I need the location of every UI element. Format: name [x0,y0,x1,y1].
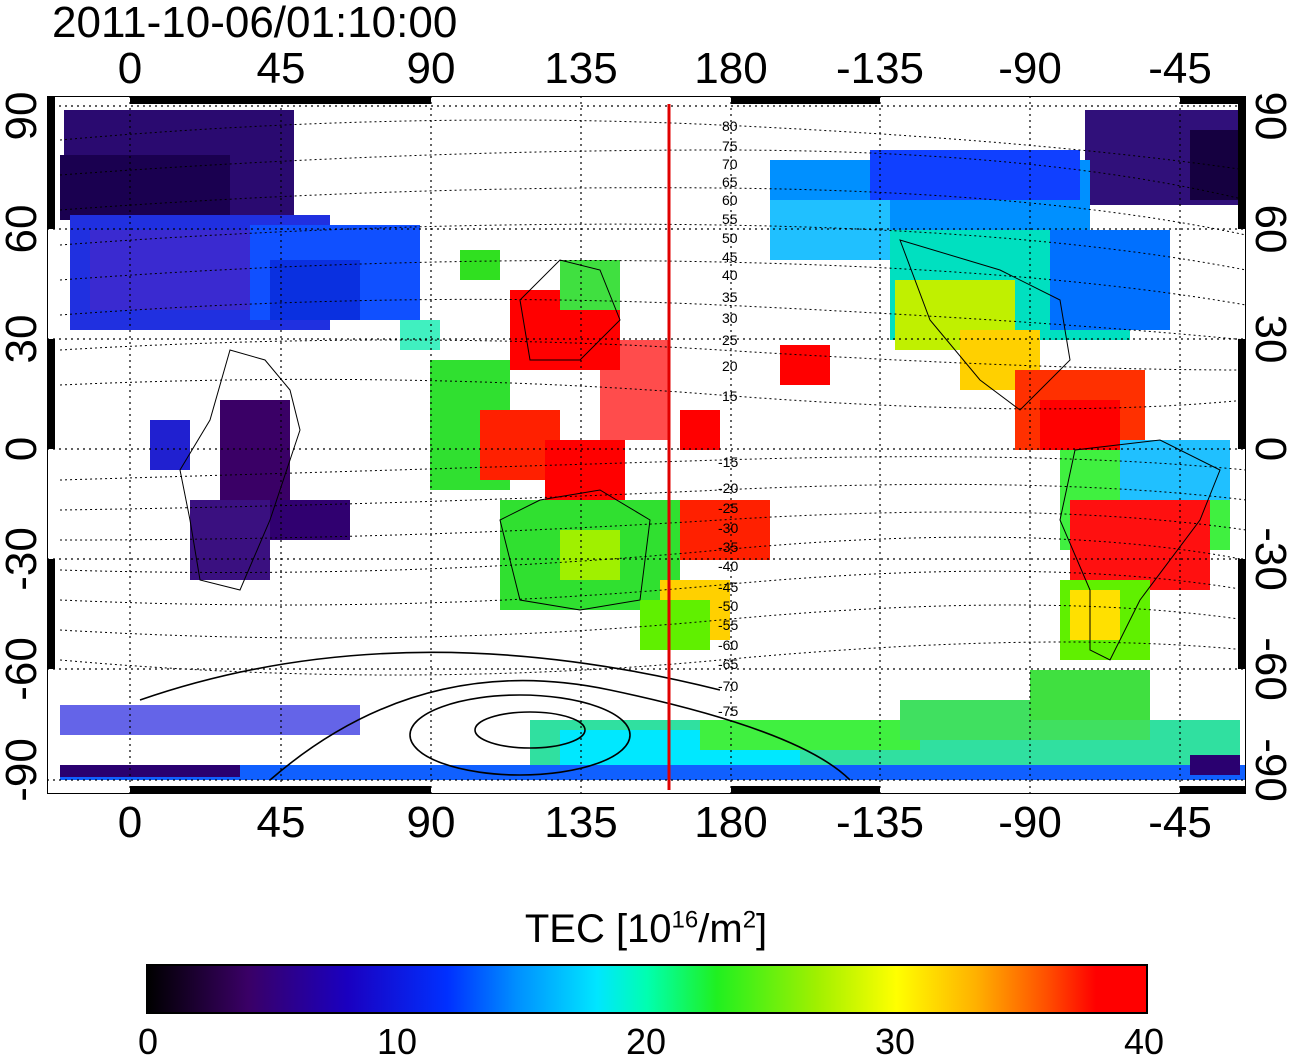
colorbar-title-end: ] [756,907,768,951]
mag-lat-label: -70 [718,678,738,694]
tec-world-map: 80 75 70 65 60 55 50 45 40 35 30 25 20 1… [47,96,1246,794]
mag-lat-label: -45 [718,579,738,595]
magnetic-latitude-labels: 80 75 70 65 60 55 50 45 40 35 30 25 20 1… [718,118,738,719]
right-tick: 90 [1246,91,1292,141]
tec-colorbar [146,964,1148,1014]
colorbar-tick: 40 [1123,1021,1165,1062]
right-tick: -30 [1246,527,1292,591]
right-tick: 30 [1246,314,1292,364]
bottom-tick: 0 [117,798,143,847]
top-tick: 135 [544,44,618,93]
right-tick: 60 [1246,204,1292,254]
mag-lat-label: -40 [718,558,738,574]
mag-lat-label: 35 [722,289,738,305]
mag-lat-label: 80 [722,118,738,134]
colorbar-title: TEC [1016/m2] [0,905,1292,953]
colorbar-title-exponent: 16 [671,906,699,934]
mag-lat-label: -75 [718,703,738,719]
top-tick: 0 [117,44,143,93]
mag-lat-label: -20 [718,480,738,496]
mag-lat-label: -60 [718,637,738,653]
mag-lat-label: 40 [722,267,738,283]
mag-lat-label: 60 [722,192,738,208]
colorbar-title-unit: /m [698,907,743,951]
colorbar-tick: 0 [137,1021,159,1062]
bottom-tick: 135 [544,798,618,847]
top-tick: -90 [998,44,1062,93]
left-tick: -90 [0,738,46,802]
bottom-tick: -135 [835,798,925,847]
mag-lat-label: 50 [722,230,738,246]
left-tick: 90 [0,91,46,141]
mag-lat-label: 25 [722,332,738,348]
left-tick: 60 [0,204,46,254]
right-tick: 0 [1246,436,1292,462]
right-tick: -60 [1246,637,1292,701]
colorbar-title-unit-exponent: 2 [742,906,757,934]
mag-lat-label: 70 [722,156,738,172]
tec-coverage-layer [60,110,1245,780]
graticule [47,96,1246,794]
mag-lat-label: 45 [722,249,738,265]
left-tick: 0 [0,436,46,462]
bottom-tick: 180 [694,798,768,847]
top-tick: -135 [835,44,925,93]
right-tick: -90 [1246,738,1292,802]
mag-lat-label: -50 [718,598,738,614]
colorbar-tick: 30 [874,1021,916,1062]
left-tick: 30 [0,314,46,364]
left-tick: -30 [0,527,46,591]
mag-lat-label: -65 [718,656,738,672]
timestamp-title: 2011-10-06/01:10:00 [52,0,458,47]
mag-lat-label: 75 [722,138,738,154]
mag-lat-label: -55 [718,617,738,633]
mag-lat-label: 55 [722,211,738,227]
top-tick: 45 [256,44,306,93]
mag-lat-label: -30 [718,520,738,536]
bottom-tick: 45 [256,798,306,847]
bottom-tick: -45 [1148,798,1212,847]
colorbar-tick: 10 [376,1021,418,1062]
mag-lat-label: 65 [722,174,738,190]
top-tick: 180 [694,44,768,93]
mag-lat-label: 15 [722,388,738,404]
colorbar-tick: 20 [625,1021,667,1062]
top-tick: -45 [1148,44,1212,93]
bottom-tick: 90 [406,798,456,847]
colorbar-title-text: TEC [10 [524,907,672,951]
coastlines [179,239,1221,661]
mag-lat-label: -15 [718,454,738,470]
mag-lat-label: -35 [718,539,738,555]
magnetic-pole-contours [139,651,851,781]
mag-lat-label: -25 [718,500,738,516]
top-tick: 90 [406,44,456,93]
mag-lat-label: 20 [722,358,738,374]
left-tick: -60 [0,637,46,701]
mag-lat-label: 30 [722,310,738,326]
magnetic-latitude-lines [59,119,1246,676]
bottom-tick: -90 [998,798,1062,847]
